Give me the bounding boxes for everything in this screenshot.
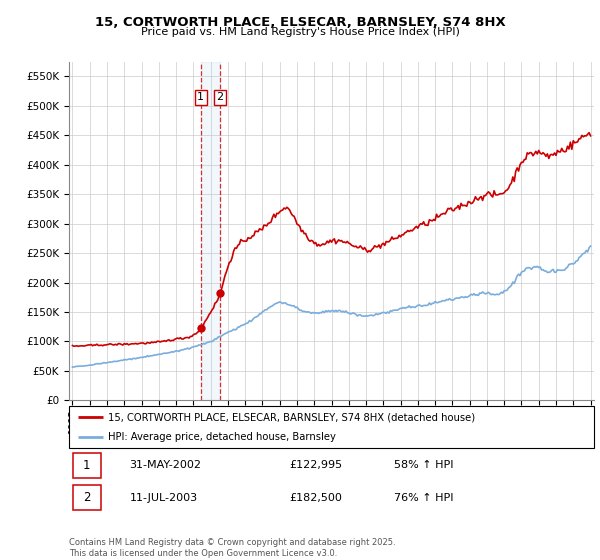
Text: 1: 1 bbox=[83, 459, 91, 472]
Text: Price paid vs. HM Land Registry's House Price Index (HPI): Price paid vs. HM Land Registry's House … bbox=[140, 27, 460, 37]
Text: 15, CORTWORTH PLACE, ELSECAR, BARNSLEY, S74 8HX (detached house): 15, CORTWORTH PLACE, ELSECAR, BARNSLEY, … bbox=[109, 412, 476, 422]
Text: 2: 2 bbox=[216, 92, 223, 102]
Text: 58% ↑ HPI: 58% ↑ HPI bbox=[395, 460, 454, 470]
Text: 2: 2 bbox=[83, 491, 91, 505]
Text: 15, CORTWORTH PLACE, ELSECAR, BARNSLEY, S74 8HX: 15, CORTWORTH PLACE, ELSECAR, BARNSLEY, … bbox=[95, 16, 505, 29]
FancyBboxPatch shape bbox=[69, 406, 594, 448]
FancyBboxPatch shape bbox=[73, 453, 101, 478]
Text: £122,995: £122,995 bbox=[290, 460, 343, 470]
Text: 76% ↑ HPI: 76% ↑ HPI bbox=[395, 493, 454, 503]
FancyBboxPatch shape bbox=[73, 486, 101, 510]
Text: 1: 1 bbox=[197, 92, 204, 102]
Text: Contains HM Land Registry data © Crown copyright and database right 2025.
This d: Contains HM Land Registry data © Crown c… bbox=[69, 538, 395, 558]
Bar bbox=[200, 62, 220, 400]
Text: 31-MAY-2002: 31-MAY-2002 bbox=[130, 460, 202, 470]
Text: HPI: Average price, detached house, Barnsley: HPI: Average price, detached house, Barn… bbox=[109, 432, 336, 442]
Text: 11-JUL-2003: 11-JUL-2003 bbox=[130, 493, 197, 503]
Text: £182,500: £182,500 bbox=[290, 493, 343, 503]
